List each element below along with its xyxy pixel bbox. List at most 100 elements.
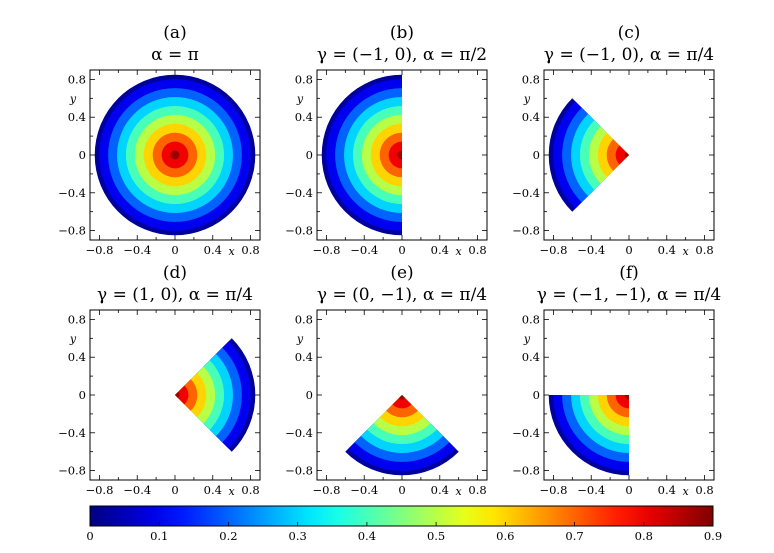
y-tick-label: 0.4 [522, 110, 540, 124]
y-tick-label: −0.4 [58, 426, 86, 440]
contour-band [388, 395, 416, 409]
x-tick-label: 0.8 [468, 483, 486, 497]
contour-bands [175, 337, 256, 453]
contour-bands [548, 395, 629, 476]
tick-marks [544, 70, 714, 240]
y-tick-label: 0 [306, 388, 313, 402]
x-tick-label: −0.8 [85, 243, 113, 257]
y-tick-label: −0.8 [512, 224, 540, 238]
panel-label: (a) [163, 23, 186, 43]
x-tick-label: 0.8 [468, 243, 486, 257]
x-axis-label: x [683, 485, 690, 498]
panel-c: −0.8 −0.4 0 0.4 0.8 0.8 0.4 0 −0.4 −0.8 x y (c)γ = (… [512, 23, 715, 258]
contour-band [379, 132, 402, 178]
y-tick-label: 0.8 [68, 312, 86, 326]
y-tick-label: −0.4 [285, 186, 313, 200]
tick-marks [544, 310, 714, 480]
y-tick-label: −0.4 [58, 186, 86, 200]
colorbar-tick-label: 0.2 [219, 529, 237, 543]
x-tick-label: −0.4 [577, 243, 605, 257]
colorbar-tick-label: 0 [86, 529, 93, 543]
y-axis-label: y [296, 92, 304, 105]
y-tick-label: 0.8 [522, 312, 540, 326]
x-axis-label: x [456, 245, 463, 258]
y-tick-label: −0.8 [58, 464, 86, 478]
tick-marks [317, 70, 487, 240]
x-tick-label: 0 [171, 243, 178, 257]
colorbar-tick-label: 0.5 [427, 529, 445, 543]
y-tick-label: −0.8 [512, 464, 540, 478]
panel-title: α = π [151, 45, 199, 65]
y-axis-label: y [523, 92, 531, 105]
y-tick-label: −0.4 [285, 426, 313, 440]
y-axis-label: y [69, 332, 77, 345]
x-axis-label: x [229, 245, 236, 258]
panel-label: (f) [619, 263, 639, 283]
panel-label: (b) [390, 23, 414, 43]
y-tick-label: 0.8 [522, 72, 540, 86]
x-tick-label: −0.4 [350, 243, 378, 257]
y-tick-label: 0.4 [68, 350, 86, 364]
panel-e: −0.8 −0.4 0 0.4 0.8 0.8 0.4 0 −0.4 −0.8 x y (e)γ = (… [285, 263, 488, 498]
x-tick-label: 0 [625, 243, 632, 257]
tick-marks [90, 70, 260, 240]
panel-title: γ = (1, 0), α = π/4 [97, 285, 253, 305]
x-tick-label: −0.8 [312, 243, 340, 257]
y-tick-label: −0.8 [285, 224, 313, 238]
x-tick-label: 0 [398, 483, 405, 497]
contour-bands [548, 97, 629, 213]
panel-label: (d) [163, 263, 187, 283]
contour-band [170, 150, 180, 160]
x-tick-label: 0.8 [695, 483, 713, 497]
x-tick-label: 0.8 [241, 483, 259, 497]
panel-title: γ = (0, −1), α = π/4 [317, 285, 487, 305]
panel-label: (c) [618, 23, 641, 43]
colorbar-tick-label: 0.6 [496, 529, 514, 543]
y-axis-label: y [69, 92, 77, 105]
y-tick-label: 0 [79, 148, 86, 162]
y-tick-label: −0.8 [58, 224, 86, 238]
y-tick-label: 0 [306, 148, 313, 162]
y-tick-label: 0 [79, 388, 86, 402]
x-tick-label: 0.8 [695, 243, 713, 257]
contour-band [615, 395, 629, 409]
colorbar-tick-label: 0.9 [704, 529, 722, 543]
colorbar-gradient [89, 505, 714, 527]
x-tick-label: 0.4 [431, 483, 449, 497]
contour-band [606, 395, 629, 418]
x-tick-label: 0.4 [431, 243, 449, 257]
x-tick-label: 0 [398, 243, 405, 257]
colorbar-tick-label: 0.7 [565, 529, 583, 543]
y-tick-label: −0.4 [512, 186, 540, 200]
y-axis-label: y [523, 332, 531, 345]
panel-a: −0.8 −0.4 0 0.4 0.8 0.8 0.4 0 −0.4 −0.8 x y (a)α = π [58, 23, 261, 258]
y-tick-label: 0.4 [68, 110, 86, 124]
x-tick-label: 0.4 [658, 243, 676, 257]
panel-title: γ = (−1, −1), α = π/4 [537, 285, 721, 305]
y-tick-label: 0 [533, 148, 540, 162]
x-tick-label: 0.4 [658, 483, 676, 497]
y-axis-label: y [296, 332, 304, 345]
x-tick-label: 0 [171, 483, 178, 497]
tick-marks [317, 310, 487, 480]
x-tick-label: −0.4 [123, 483, 151, 497]
contour-band [175, 390, 180, 400]
x-axis-label: x [683, 245, 690, 258]
x-axis-label: x [456, 485, 463, 498]
x-tick-label: −0.4 [577, 483, 605, 497]
colorbar-tick-label: 0.4 [358, 529, 376, 543]
y-tick-label: 0.8 [68, 72, 86, 86]
x-tick-label: −0.8 [539, 483, 567, 497]
contour-band [397, 150, 402, 160]
panel-title: γ = (−1, 0), α = π/4 [544, 45, 714, 65]
y-tick-label: 0.8 [295, 72, 313, 86]
x-tick-label: −0.8 [312, 483, 340, 497]
y-tick-label: −0.8 [285, 464, 313, 478]
x-tick-label: −0.4 [350, 483, 378, 497]
contour-band [624, 150, 629, 160]
panel-title: γ = (−1, 0), α = π/2 [317, 45, 487, 65]
x-tick-label: 0 [625, 483, 632, 497]
panel-b: −0.8 −0.4 0 0.4 0.8 0.8 0.4 0 −0.4 −0.8 x y (b)γ = (… [285, 23, 488, 258]
colorbar: 0 0.1 0.2 0.3 0.4 0.5 0.6 0.7 0.8 0.9 [86, 505, 722, 543]
